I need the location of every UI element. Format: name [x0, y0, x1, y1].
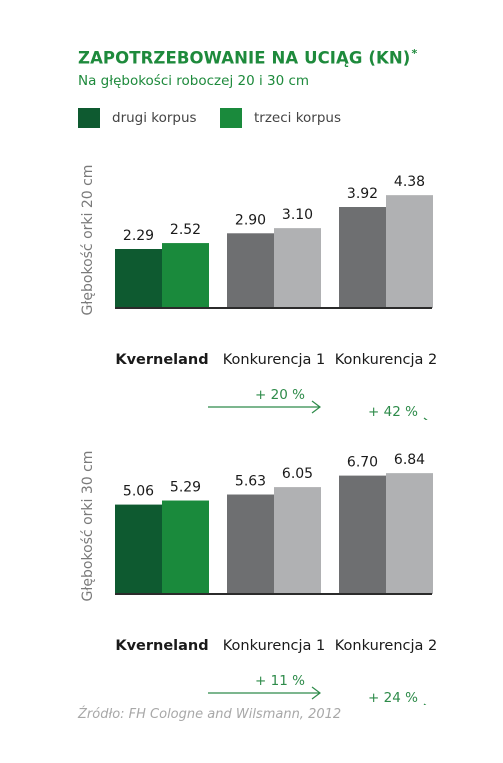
comparison-arrowhead-konkurencja-1	[311, 400, 321, 414]
data-label-kverneland-trzeci-korpus: 2.52	[170, 222, 201, 238]
chart-title-text: ZAPOTRZEBOWANIE NA UCIĄG (KN)	[78, 48, 411, 68]
legend-item-drugi-korpus: drugi korpus	[78, 108, 197, 128]
data-label-konkurencja-1-trzeci-korpus: 3.10	[282, 207, 313, 223]
category-label-konkurencja-2: Konkurencja 2	[335, 638, 437, 654]
legend-swatch-trzeci-korpus	[220, 108, 242, 128]
category-label-konkurencja-1: Konkurencja 1	[223, 638, 325, 654]
bar-konkurencja-1-drugi-korpus	[227, 233, 274, 308]
comparison-label-konkurencja-1: + 11 %	[255, 673, 305, 689]
comparison-label-konkurencja-1: + 20 %	[255, 387, 305, 403]
category-label-konkurencja-1: Konkurencja 1	[223, 352, 325, 368]
bar-konkurencja-2-trzeci-korpus	[386, 195, 433, 308]
bar-konkurencja-2-drugi-korpus	[339, 207, 386, 308]
category-label-kverneland: Kverneland	[115, 352, 208, 368]
bar-konkurencja-1-drugi-korpus	[227, 494, 274, 594]
bar-konkurencja-2-trzeci-korpus	[386, 473, 433, 594]
bar-kverneland-trzeci-korpus	[162, 500, 209, 594]
chart-title: ZAPOTRZEBOWANIE NA UCIĄG (KN)*	[78, 47, 417, 68]
data-label-konkurencja-1-trzeci-korpus: 6.05	[282, 466, 313, 482]
legend-swatch-drugi-korpus	[78, 108, 100, 128]
data-label-konkurencja-2-trzeci-korpus: 6.84	[394, 452, 425, 468]
data-label-konkurencja-2-drugi-korpus: 6.70	[347, 455, 378, 471]
data-label-konkurencja-2-drugi-korpus: 3.92	[347, 186, 378, 202]
data-label-konkurencja-2-trzeci-korpus: 4.38	[394, 174, 425, 190]
comparison-arrowhead-konkurencja-2	[423, 417, 428, 420]
data-label-kverneland-trzeci-korpus: 5.29	[170, 480, 201, 496]
legend-label-trzeci-korpus: trzeci korpus	[254, 110, 342, 126]
comparison-label-konkurencja-2: + 42 %	[368, 404, 418, 420]
data-label-kverneland-drugi-korpus: 2.29	[123, 228, 154, 244]
bar-kverneland-drugi-korpus	[115, 249, 162, 308]
y-axis-label: Głębokość orki 20 cm	[80, 165, 96, 316]
legend-label-drugi-korpus: drugi korpus	[112, 110, 197, 126]
y-axis-label: Głębokość orki 30 cm	[80, 451, 96, 602]
source-note: Źródło: FH Cologne and Wilsmann, 2012	[78, 707, 342, 722]
legend-item-trzeci-korpus: trzeci korpus	[220, 108, 341, 128]
category-label-konkurencja-2: Konkurencja 2	[335, 352, 437, 368]
comparison-label-konkurencja-2: + 24 %	[368, 690, 418, 705]
category-label-kverneland: Kverneland	[115, 638, 208, 654]
comparison-arrowhead-konkurencja-2	[423, 703, 427, 705]
bar-konkurencja-2-drugi-korpus	[339, 475, 386, 594]
chart-depth-30cm: Głębokość orki 30 cm 5.06 5.29 Kverneland 5.…	[80, 451, 437, 705]
bar-kverneland-drugi-korpus	[115, 504, 162, 594]
comparison-arrow-konkurencja-1	[208, 400, 321, 414]
comparison-arrowhead-konkurencja-1	[311, 686, 321, 700]
data-label-kverneland-drugi-korpus: 5.06	[123, 484, 154, 500]
bar-konkurencja-1-trzeci-korpus	[274, 487, 321, 594]
chart-depth-20cm: Głębokość orki 20 cm 2.29 2.52 Kverneland 2.…	[80, 165, 437, 420]
chart-subtitle: Na głębokości roboczej 20 i 30 cm	[78, 73, 310, 89]
data-label-konkurencja-1-drugi-korpus: 2.90	[235, 212, 266, 228]
title-footnote-marker: *	[411, 47, 418, 60]
bar-kverneland-trzeci-korpus	[162, 243, 209, 308]
bar-konkurencja-1-trzeci-korpus	[274, 228, 321, 308]
data-label-konkurencja-1-drugi-korpus: 5.63	[235, 474, 266, 490]
comparison-arrow-konkurencja-1	[208, 686, 321, 700]
